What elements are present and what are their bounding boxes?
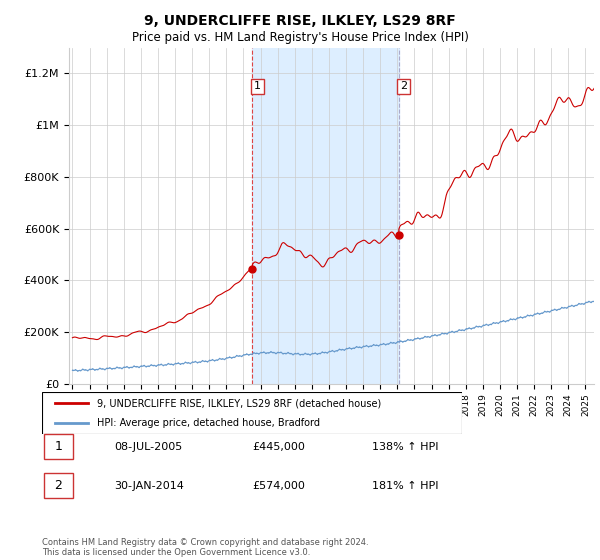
Text: £574,000: £574,000 [252,481,305,491]
Text: 1: 1 [254,81,261,91]
Text: HPI: Average price, detached house, Bradford: HPI: Average price, detached house, Brad… [97,418,320,428]
Text: 2: 2 [55,479,62,492]
Bar [44,435,73,459]
Text: 30-JAN-2014: 30-JAN-2014 [114,481,184,491]
Bar [44,473,73,498]
Text: 2: 2 [400,81,407,91]
Text: 1: 1 [55,440,62,453]
Text: Price paid vs. HM Land Registry's House Price Index (HPI): Price paid vs. HM Land Registry's House … [131,31,469,44]
Text: Contains HM Land Registry data © Crown copyright and database right 2024.
This d: Contains HM Land Registry data © Crown c… [42,538,368,557]
Text: 9, UNDERCLIFFE RISE, ILKLEY, LS29 8RF (detached house): 9, UNDERCLIFFE RISE, ILKLEY, LS29 8RF (d… [97,398,381,408]
Text: £445,000: £445,000 [252,442,305,451]
Text: 138% ↑ HPI: 138% ↑ HPI [372,442,439,451]
Bar [253,48,399,384]
Text: 9, UNDERCLIFFE RISE, ILKLEY, LS29 8RF: 9, UNDERCLIFFE RISE, ILKLEY, LS29 8RF [144,14,456,28]
Text: 181% ↑ HPI: 181% ↑ HPI [372,481,439,491]
Text: 08-JUL-2005: 08-JUL-2005 [114,442,182,451]
